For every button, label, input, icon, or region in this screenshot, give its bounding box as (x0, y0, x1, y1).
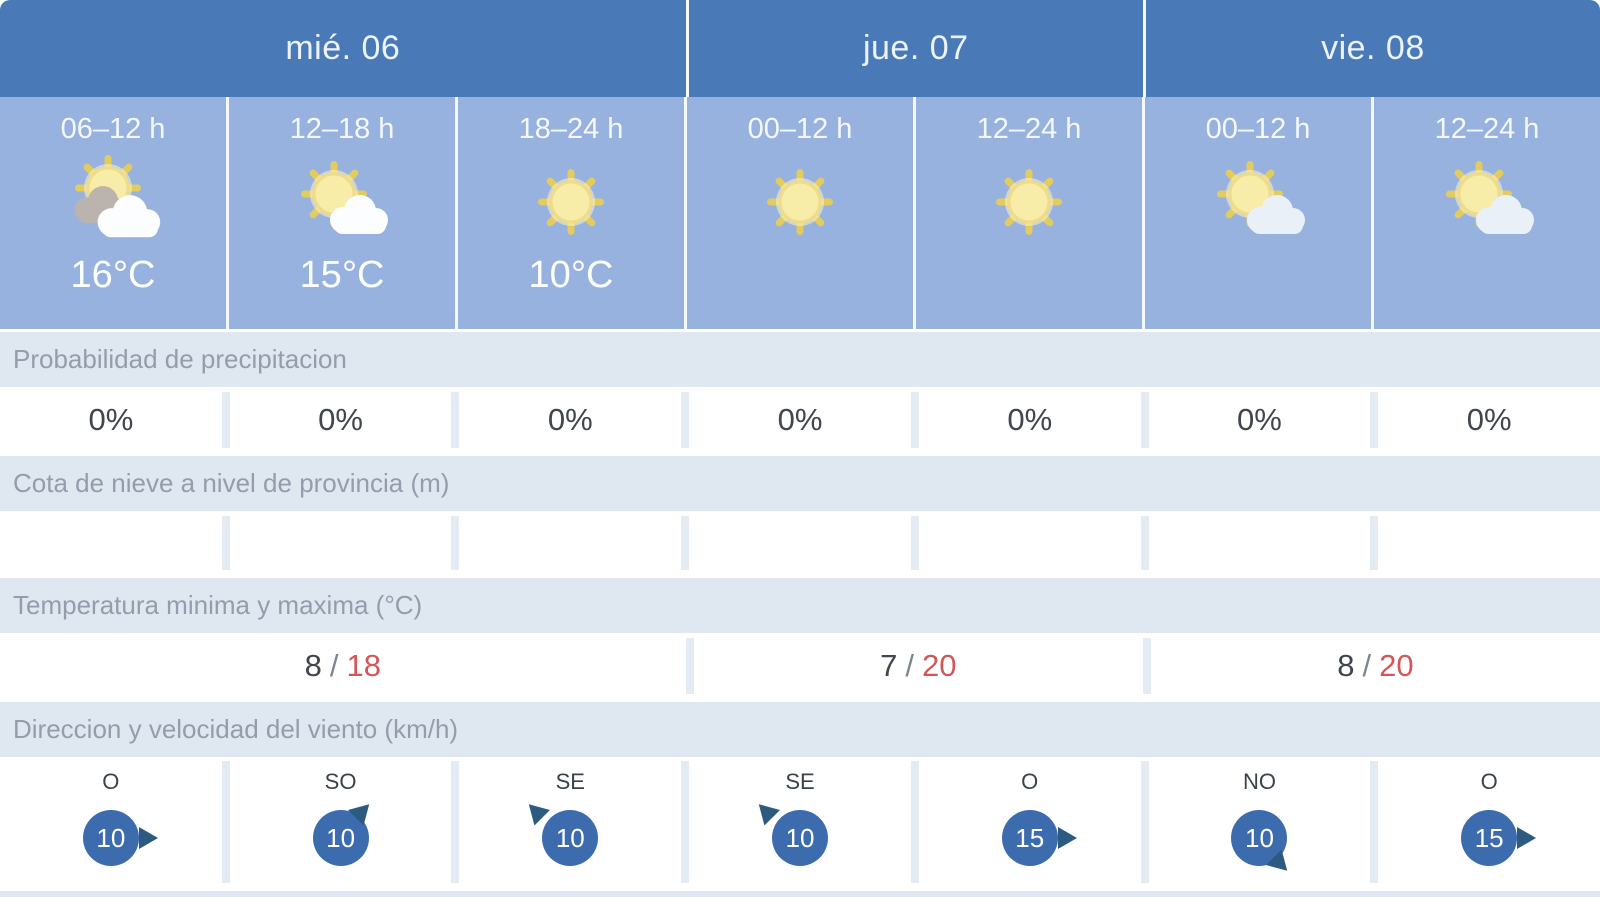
wind-direction-label: O (1480, 769, 1498, 794)
wind-cell: O 15 (1370, 761, 1600, 883)
sun-icon (744, 152, 856, 252)
wind-direction-label: SO (324, 769, 357, 794)
slot-temperature: 10°C (528, 254, 614, 296)
time-slot-label: 00–12 h (1205, 113, 1311, 145)
wind-arrow-icon (138, 827, 158, 849)
day-tab-thursday: jue. 07 (685, 0, 1143, 97)
max-temp: 18 (346, 648, 382, 683)
minmax-temp-row-label: Temperatura minima y maxima (°C) (0, 575, 1600, 633)
precip-cell: 0% (681, 392, 911, 448)
wind-direction-label: SE (785, 769, 815, 794)
minmax-separator: / (329, 648, 339, 683)
time-slot-col-4: 00–12 h (684, 97, 913, 329)
minmax-cell-wednesday: 8 / 18 (0, 638, 686, 694)
snow-cell (910, 516, 1141, 570)
wind-cell: SE 10 (681, 761, 911, 883)
min-temp: 7 (880, 648, 898, 683)
wind-direction-label: SE (555, 769, 585, 794)
wind-speed-badge: 10 (312, 810, 369, 866)
time-slot-label: 06–12 h (60, 113, 166, 145)
wind-speed-indicator: 10 (286, 796, 396, 869)
minmax-cell-friday: 8 / 20 (1142, 638, 1600, 694)
wind-speed-badge: 10 (772, 810, 829, 866)
precip-cell: 0% (1140, 392, 1371, 448)
wind-speed-badge: 15 (1001, 810, 1058, 866)
snow-cell (1140, 516, 1371, 570)
sun-clouds-gray-icon (57, 152, 169, 252)
wind-direction-label: NO (1242, 769, 1276, 794)
time-slot-label: 12–18 h (289, 113, 395, 145)
sun-cloud-icon (286, 152, 398, 252)
slot-temperature: 16°C (70, 254, 156, 296)
time-slot-label: 12–24 h (976, 113, 1082, 145)
minmax-cell-thursday: 7 / 20 (685, 638, 1143, 694)
wind-cell: NO 10 (1140, 761, 1371, 883)
time-slot-row: 06–12 h 16°C 12–18 h 15°C 18–24 h 10°C 0… (0, 97, 1600, 329)
day-header-row: mié. 06 jue. 07 vie. 08 (0, 0, 1600, 97)
time-slot-label: 12–24 h (1434, 113, 1540, 145)
wind-arrow-icon (1517, 827, 1537, 849)
wind-speed-indicator: 10 (745, 796, 855, 869)
precipitation-row: 0% 0% 0% 0% 0% 0% 0% (0, 387, 1600, 453)
wind-speed-badge: 10 (1231, 810, 1288, 866)
precip-cell: 0% (1370, 392, 1600, 448)
wind-speed-indicator: 10 (1204, 807, 1314, 879)
sun-icon (973, 152, 1085, 252)
wind-arrow-icon (521, 796, 551, 826)
slot-temperature: 15°C (299, 254, 385, 296)
precip-cell: 0% (221, 392, 452, 448)
time-slot-col-2: 12–18 h 15°C (226, 97, 455, 329)
wind-cell: O 10 (0, 761, 222, 883)
time-slot-label: 00–12 h (747, 113, 853, 145)
minmax-separator: / (905, 648, 914, 683)
max-temp: 20 (1379, 648, 1414, 683)
next-row-label-partial (0, 887, 1600, 897)
precip-cell: 0% (910, 392, 1141, 448)
sun-cloud-icon (1202, 152, 1314, 252)
time-slot-col-1: 06–12 h 16°C (0, 97, 226, 329)
snow-level-row (0, 511, 1600, 575)
sun-icon (515, 152, 627, 252)
wind-speed-badge: 15 (1461, 810, 1518, 866)
wind-speed-indicator: 10 (56, 807, 166, 869)
time-slot-col-6: 00–12 h (1142, 97, 1371, 329)
wind-cell: SO 10 (221, 761, 452, 883)
precip-cell: 0% (88, 402, 134, 437)
snow-cell (1370, 516, 1600, 570)
minmax-separator: / (1362, 648, 1372, 683)
time-slot-col-5: 12–24 h (913, 97, 1142, 329)
wind-speed-indicator: 10 (515, 796, 625, 869)
wind-cell: SE 10 (451, 761, 681, 883)
min-temp: 8 (304, 648, 322, 683)
wind-speed-indicator: 15 (975, 807, 1085, 869)
snow-cell (681, 516, 911, 570)
wind-arrow-icon (751, 796, 781, 826)
wind-direction-label: O (102, 769, 120, 794)
time-slot-col-7: 12–24 h (1371, 97, 1600, 329)
snow-cell (221, 516, 452, 570)
wind-row-label: Direccion y velocidad del viento (km/h) (0, 699, 1600, 757)
minmax-temp-row: 8 / 18 7 / 20 8 / 20 (0, 633, 1600, 699)
wind-arrow-icon (1057, 827, 1077, 849)
time-slot-col-3: 18–24 h 10°C (455, 97, 684, 329)
wind-cell: O 15 (910, 761, 1141, 883)
wind-row: O 10 SO 10 SE 10 SE 10 (0, 757, 1600, 887)
min-temp: 8 (1337, 648, 1355, 683)
snow-cell (0, 516, 222, 570)
time-slot-label: 18–24 h (518, 113, 624, 145)
wind-direction-label: O (1021, 769, 1039, 794)
day-tab-friday: vie. 08 (1142, 0, 1600, 97)
max-temp: 20 (921, 648, 957, 683)
wind-speed-badge: 10 (82, 810, 139, 866)
precipitation-row-label: Probabilidad de precipitacion (0, 329, 1600, 387)
snow-cell (451, 516, 681, 570)
sun-cloud-icon (1431, 152, 1543, 252)
wind-speed-badge: 10 (542, 810, 599, 866)
snow-level-row-label: Cota de nieve a nivel de provincia (m) (0, 453, 1600, 511)
day-tab-wednesday: mié. 06 (285, 29, 401, 67)
wind-speed-indicator: 15 (1434, 807, 1544, 869)
precip-cell: 0% (451, 392, 681, 448)
